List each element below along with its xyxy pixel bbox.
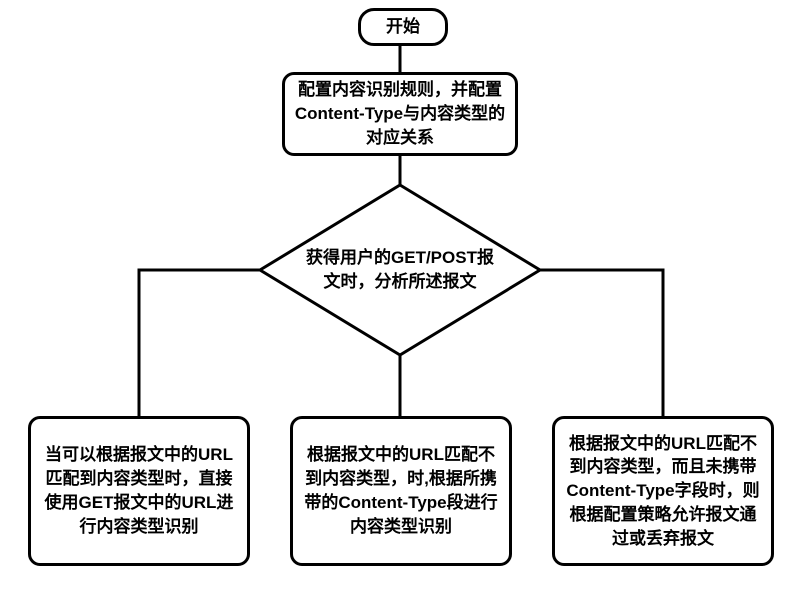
decision-node: 获得用户的GET/POST报文时，分析所述报文 (300, 228, 500, 312)
branch3-label: 根据报文中的URL匹配不到内容类型，而且未携带Content-Type字段时，则… (563, 432, 763, 551)
branch2-label: 根据报文中的URL匹配不到内容类型，时,根据所携带的Content-Type段进… (301, 443, 501, 538)
config-label: 配置内容识别规则，并配置Content-Type与内容类型的对应关系 (293, 78, 507, 149)
branch3-node: 根据报文中的URL匹配不到内容类型，而且未携带Content-Type字段时，则… (552, 416, 774, 566)
start-label: 开始 (386, 15, 420, 39)
config-node: 配置内容识别规则，并配置Content-Type与内容类型的对应关系 (282, 72, 518, 156)
branch2-node: 根据报文中的URL匹配不到内容类型，时,根据所携带的Content-Type段进… (290, 416, 512, 566)
decision-label: 获得用户的GET/POST报文时，分析所述报文 (300, 246, 500, 294)
branch1-label: 当可以根据报文中的URL匹配到内容类型时，直接使用GET报文中的URL进行内容类… (39, 443, 239, 538)
start-node: 开始 (358, 8, 448, 46)
branch1-node: 当可以根据报文中的URL匹配到内容类型时，直接使用GET报文中的URL进行内容类… (28, 416, 250, 566)
